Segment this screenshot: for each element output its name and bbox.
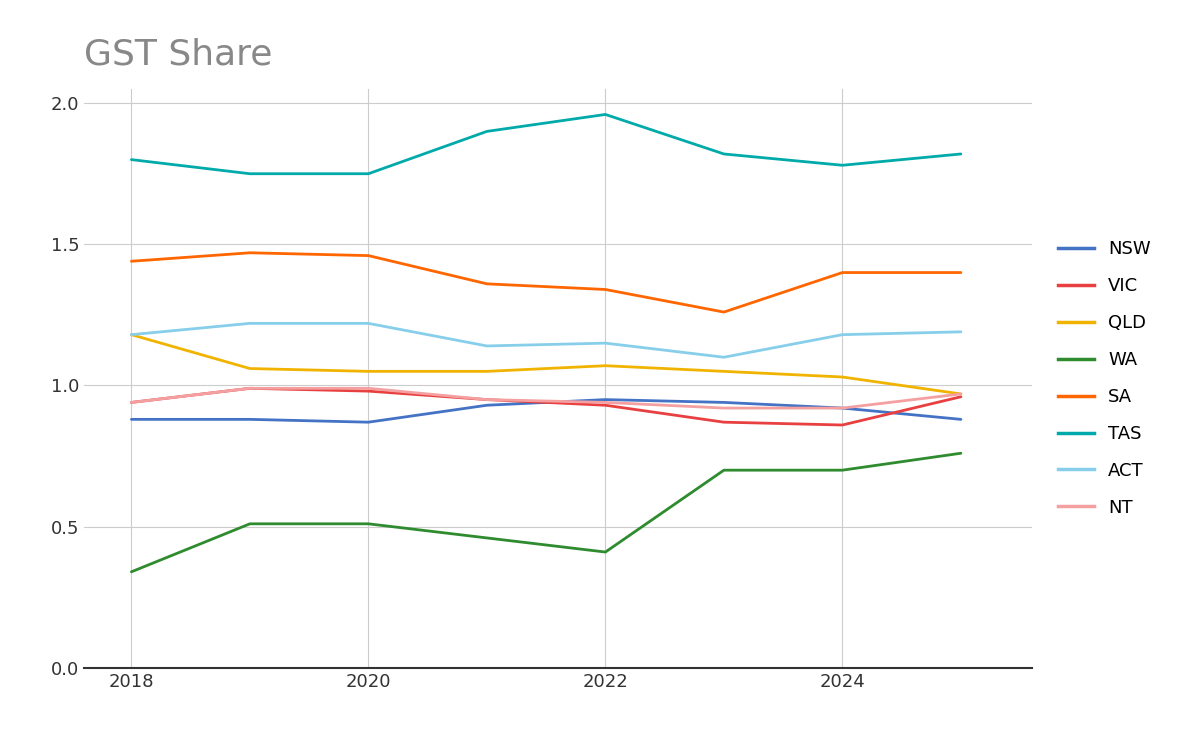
WA: [835, 466, 850, 475]
QLD: [480, 367, 494, 375]
ACT: [361, 319, 376, 328]
NT: [361, 384, 376, 393]
Text: GST Share: GST Share: [84, 37, 272, 71]
NT: [125, 398, 139, 407]
NT: [480, 395, 494, 404]
QLD: [242, 364, 257, 373]
NSW: [599, 395, 613, 404]
Line: VIC: VIC: [132, 388, 961, 425]
ACT: [835, 330, 850, 339]
WA: [599, 548, 613, 556]
ACT: [480, 341, 494, 350]
TAS: [242, 169, 257, 178]
NT: [599, 398, 613, 407]
Line: TAS: TAS: [132, 114, 961, 174]
NSW: [835, 404, 850, 413]
ACT: [125, 330, 139, 339]
VIC: [954, 393, 968, 401]
SA: [361, 251, 376, 260]
NT: [835, 404, 850, 413]
QLD: [125, 330, 139, 339]
QLD: [361, 367, 376, 375]
VIC: [361, 387, 376, 395]
QLD: [716, 367, 731, 375]
Line: QLD: QLD: [132, 335, 961, 394]
VIC: [125, 398, 139, 407]
ACT: [242, 319, 257, 328]
TAS: [835, 161, 850, 170]
WA: [716, 466, 731, 475]
Line: WA: WA: [132, 453, 961, 572]
QLD: [835, 372, 850, 381]
WA: [242, 519, 257, 528]
VIC: [716, 418, 731, 427]
SA: [480, 280, 494, 289]
Line: NT: NT: [132, 388, 961, 408]
NSW: [125, 415, 139, 424]
NT: [242, 384, 257, 393]
SA: [954, 268, 968, 277]
NT: [716, 404, 731, 413]
ACT: [716, 352, 731, 361]
TAS: [954, 150, 968, 159]
QLD: [954, 390, 968, 398]
WA: [361, 519, 376, 528]
NT: [954, 390, 968, 398]
WA: [954, 449, 968, 458]
NSW: [480, 401, 494, 410]
TAS: [716, 150, 731, 159]
VIC: [480, 395, 494, 404]
WA: [125, 568, 139, 577]
ACT: [599, 338, 613, 347]
Legend: NSW, VIC, QLD, WA, SA, TAS, ACT, NT: NSW, VIC, QLD, WA, SA, TAS, ACT, NT: [1050, 233, 1158, 524]
TAS: [480, 127, 494, 136]
SA: [242, 249, 257, 257]
Line: SA: SA: [132, 253, 961, 312]
QLD: [599, 361, 613, 370]
TAS: [599, 110, 613, 119]
WA: [480, 533, 494, 542]
VIC: [835, 421, 850, 430]
SA: [716, 308, 731, 317]
VIC: [599, 401, 613, 410]
NSW: [716, 398, 731, 407]
NSW: [954, 415, 968, 424]
NSW: [361, 418, 376, 427]
SA: [125, 257, 139, 266]
Line: ACT: ACT: [132, 324, 961, 357]
TAS: [361, 169, 376, 178]
SA: [835, 268, 850, 277]
VIC: [242, 384, 257, 393]
SA: [599, 285, 613, 294]
ACT: [954, 327, 968, 336]
NSW: [242, 415, 257, 424]
TAS: [125, 155, 139, 164]
Line: NSW: NSW: [132, 400, 961, 422]
